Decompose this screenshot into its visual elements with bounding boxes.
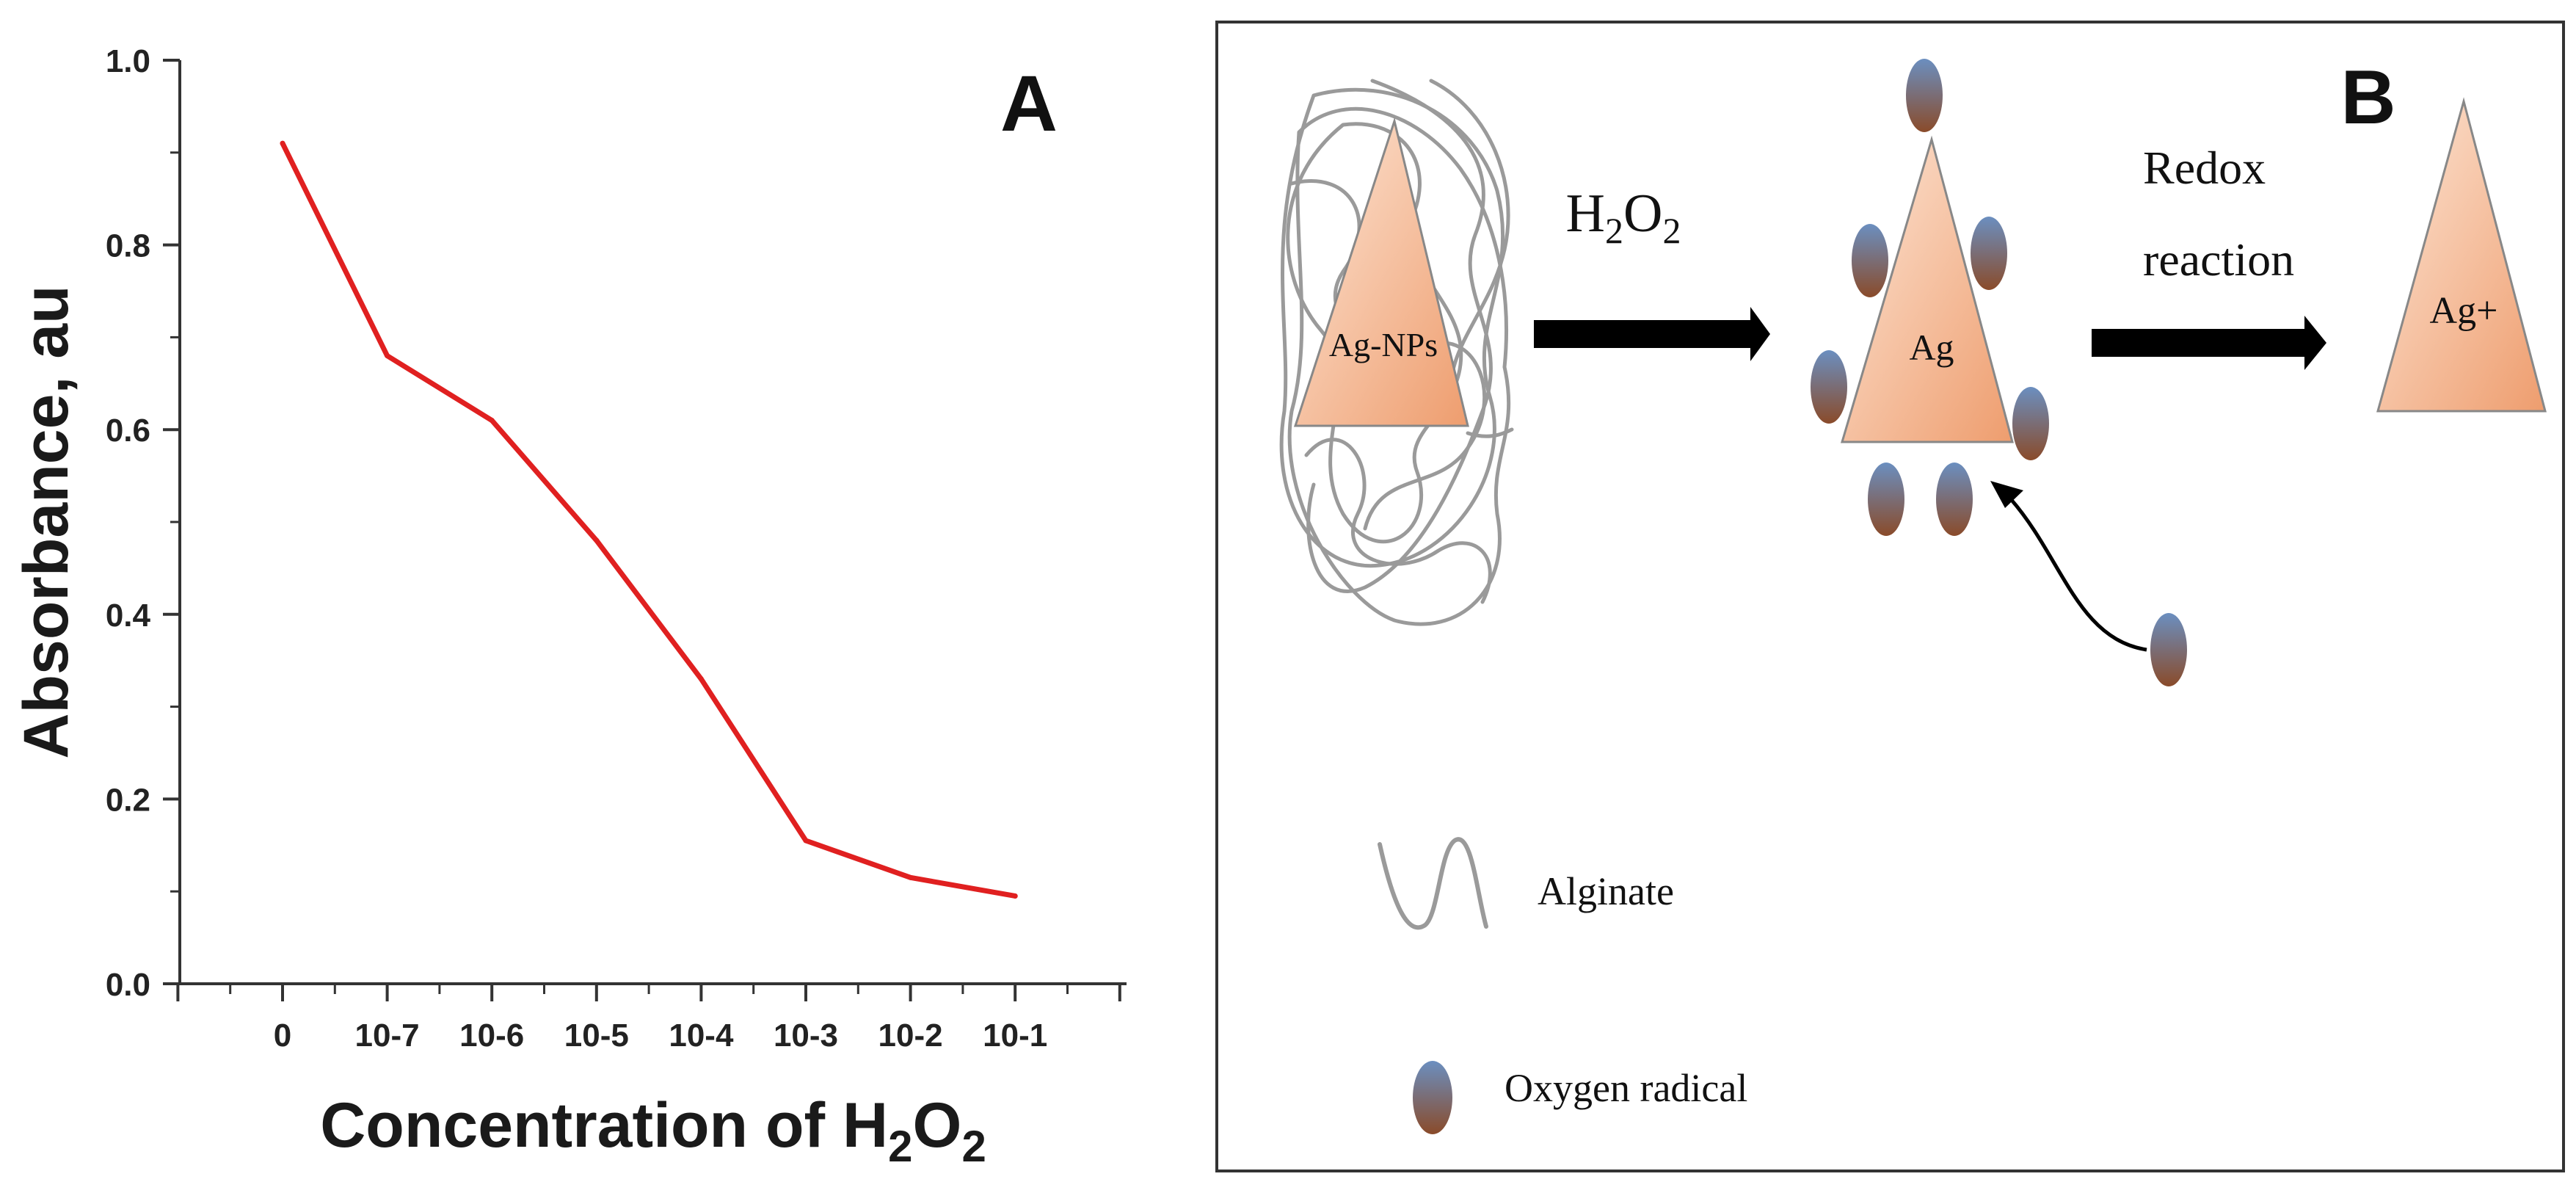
ag-triangle (1840, 135, 2014, 443)
x-axis-label: Concentration of H2O2 (320, 1090, 986, 1171)
oxygen-radical-5 (2012, 387, 2049, 460)
oxygen-radical-2 (1852, 224, 1888, 297)
data-point (489, 418, 495, 424)
h2o2-label-sub1: 2 (1605, 210, 1623, 251)
panel-b-frame (1215, 21, 2565, 1172)
reaction-arrow-2 (2092, 316, 2326, 370)
y-tick-label: 0.0 (106, 967, 150, 1003)
legend-oxygen-radical-label: Oxygen radical (1505, 1066, 1747, 1110)
y-axis-label: Absorbance, au (11, 285, 81, 758)
x-axis-label-main: Concentration of H (320, 1090, 888, 1161)
x-tick-label: 10-7 (355, 1018, 420, 1054)
oxygen-radical-3 (1971, 217, 2007, 290)
data-point (698, 676, 704, 682)
agplus-triangle (2376, 97, 2547, 413)
x-tick-label: 0 (274, 1018, 291, 1054)
data-point (385, 353, 390, 359)
redox-label-line2: reaction (2143, 233, 2294, 286)
h2o2-label-h: H (1566, 184, 1605, 244)
curved-arrow (1990, 481, 2147, 652)
oxygen-radical-7 (1936, 463, 1973, 536)
x-tick-label: 10-5 (564, 1018, 629, 1054)
panel-label-a: A (1000, 59, 1058, 148)
y-tick-label: 1.0 (106, 43, 150, 79)
x-axis-label-sub2: 2 (961, 1122, 986, 1171)
oxygen-radical-1 (1906, 59, 1943, 132)
legend-alginate-label: Alginate (1538, 869, 1674, 913)
data-point (908, 874, 914, 880)
legend: Alginate Oxygen radical (1378, 837, 1747, 1134)
oxygen-radical-6 (1868, 463, 1904, 536)
y-tick-label: 0.6 (106, 413, 150, 449)
x-tick-label: 10-2 (878, 1018, 943, 1054)
x-tick-label: 10-6 (459, 1018, 524, 1054)
ag-label: Ag (1909, 327, 1954, 368)
x-axis-label-mid: O (913, 1090, 962, 1161)
panel-label-b: B (2340, 55, 2395, 140)
reaction-arrow-1 (1534, 307, 1770, 361)
agplus-label: Ag+ (2430, 290, 2498, 332)
x-tick-label: 10-1 (983, 1018, 1047, 1054)
data-point (594, 537, 600, 543)
oxygen-radical-incoming (2150, 613, 2187, 686)
series-line (280, 140, 1018, 899)
panel-b-diagram: B Ag-NPs H2O2 Ag (1215, 21, 2565, 1172)
agnps-label: Ag-NPs (1329, 326, 1438, 363)
h2o2-label-sub2: 2 (1662, 210, 1681, 251)
y-tick-label: 0.8 (106, 228, 150, 264)
alginate-legend-icon (1378, 837, 1488, 930)
data-point (1012, 893, 1018, 899)
data-point (803, 838, 809, 844)
oxygen-radical-4 (1811, 350, 1847, 424)
x-axis-label-sub1: 2 (888, 1122, 912, 1171)
redox-label-line1: Redox (2143, 142, 2266, 194)
y-ticks: 0.0 0.2 0.4 0.6 0.8 1.0 (106, 43, 180, 1003)
y-tick-label: 0.2 (106, 782, 150, 818)
panel-a-chart: 0.0 0.2 0.4 0.6 0.8 1.0 0 10-7 10-6 10-5 10-4 10-3… (11, 43, 1127, 1171)
oxygen-radicals (1811, 59, 2187, 686)
h2o2-label: H2O2 (1566, 184, 1681, 251)
series-layer (280, 140, 1018, 899)
x-tick-label: 10-3 (774, 1018, 838, 1054)
h2o2-label-o: O (1623, 184, 1662, 244)
x-ticks: 0 10-7 10-6 10-5 10-4 10-3 10-2 10-1 (176, 984, 1121, 1054)
oxygen-radical-legend-icon (1413, 1061, 1452, 1134)
agnps-triangle (1293, 117, 1469, 427)
data-point (280, 140, 285, 146)
x-tick-label: 10-4 (669, 1018, 734, 1054)
y-tick-label: 0.4 (106, 598, 151, 634)
